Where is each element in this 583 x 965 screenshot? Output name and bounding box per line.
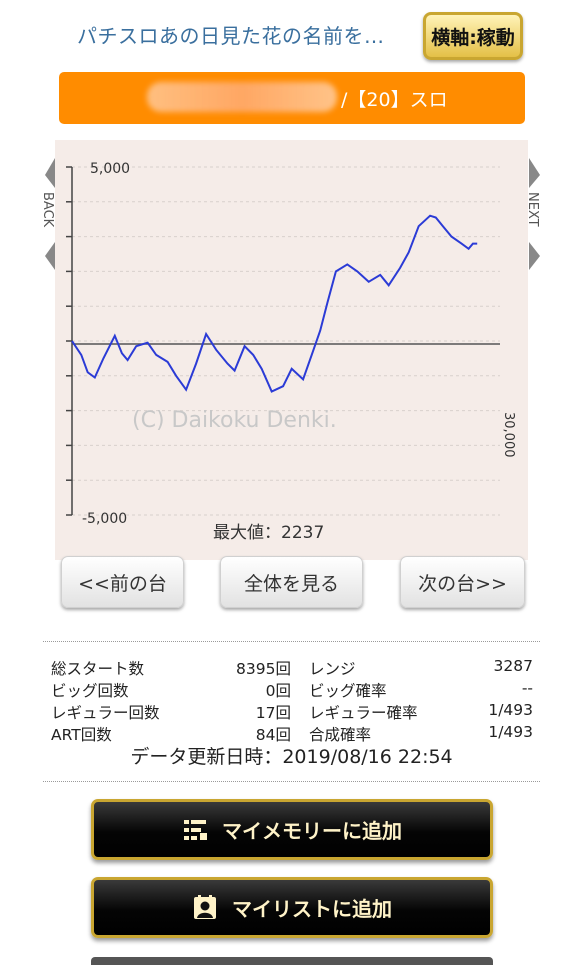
data-updated-time: データ更新日時：2019/08/16 22:54 [130, 746, 453, 768]
back-label: BACK [40, 192, 55, 228]
blurred-hall-name [147, 82, 337, 112]
stat-label: 総スタート数 [51, 660, 145, 678]
add-to-my-list-label: マイリストに追加 [232, 897, 392, 921]
series-line [71, 214, 478, 393]
back-arrow-up-icon [45, 158, 55, 188]
add-to-my-memory-label: マイメモリーに追加 [222, 819, 402, 843]
next-label: NEXT [525, 192, 540, 227]
chart-grid [66, 166, 500, 516]
stat-value: 1/493 [488, 723, 533, 741]
prev-machine-button[interactable]: <<前の台 [61, 556, 184, 608]
chart-background [55, 140, 528, 560]
machine-name: /【20】スロ [341, 89, 448, 111]
stat-value: 8395回 [236, 660, 291, 678]
y-tick-bottom: -5,000 [82, 511, 127, 527]
add-to-my-list-button[interactable]: マイリストに追加 [91, 877, 493, 938]
stat-label: レギュラー確率 [309, 704, 418, 722]
stat-value: -- [521, 679, 533, 697]
divider-bottom [43, 781, 540, 782]
top-bar: パチスロあの日見た花の名前を… 横軸:稼動 [0, 0, 583, 68]
memory-list-icon [182, 817, 208, 843]
stat-value: 84回 [255, 726, 291, 744]
stat-value: 1/493 [488, 701, 533, 719]
axis-mode-button[interactable]: 横軸:稼動 [423, 12, 523, 60]
person-list-icon [192, 894, 218, 921]
y-tick-top: 5,000 [90, 161, 130, 177]
stat-value: 17回 [255, 704, 291, 722]
stat-value: 3287 [493, 657, 533, 675]
next-arrow-up-icon [529, 158, 540, 188]
stat-label: ART回数 [51, 726, 112, 744]
stat-value: 0回 [265, 682, 291, 700]
page-title: パチスロあの日見た花の名前を… [77, 24, 385, 48]
machine-banner: /【20】スロ [59, 72, 525, 124]
next-section-button-edge[interactable] [91, 957, 493, 965]
stat-label: レンジ [309, 660, 356, 678]
next-machine-button[interactable]: 次の台>> [400, 556, 525, 608]
watermark: (C) Daikoku Denki. [132, 408, 337, 433]
add-to-my-memory-button[interactable]: マイメモリーに追加 [91, 799, 493, 860]
stat-label: ビッグ回数 [51, 682, 129, 700]
next-arrow-down-icon [529, 242, 540, 270]
navigation-row: <<前の台 全体を見る 次の台>> [0, 556, 583, 614]
x-end-label: 30,000 [501, 412, 516, 458]
slump-graph: 5,000 -5,000 30,000 (C) Daikoku Denki. 最… [40, 140, 540, 560]
next-nav[interactable]: NEXT [525, 158, 540, 270]
back-nav[interactable]: BACK [40, 158, 55, 270]
max-value-label: 最大値：2237 [213, 523, 324, 543]
stat-label: 合成確率 [309, 726, 372, 744]
view-all-button[interactable]: 全体を見る [220, 556, 363, 608]
stat-label: ビッグ確率 [309, 682, 387, 700]
stat-label: レギュラー回数 [51, 704, 160, 722]
divider-top [43, 641, 540, 642]
back-arrow-down-icon [45, 242, 55, 270]
stats-table: 総スタート数 8395回 ビッグ回数 0回 レギュラー回数 17回 ART回数 … [0, 653, 583, 744]
